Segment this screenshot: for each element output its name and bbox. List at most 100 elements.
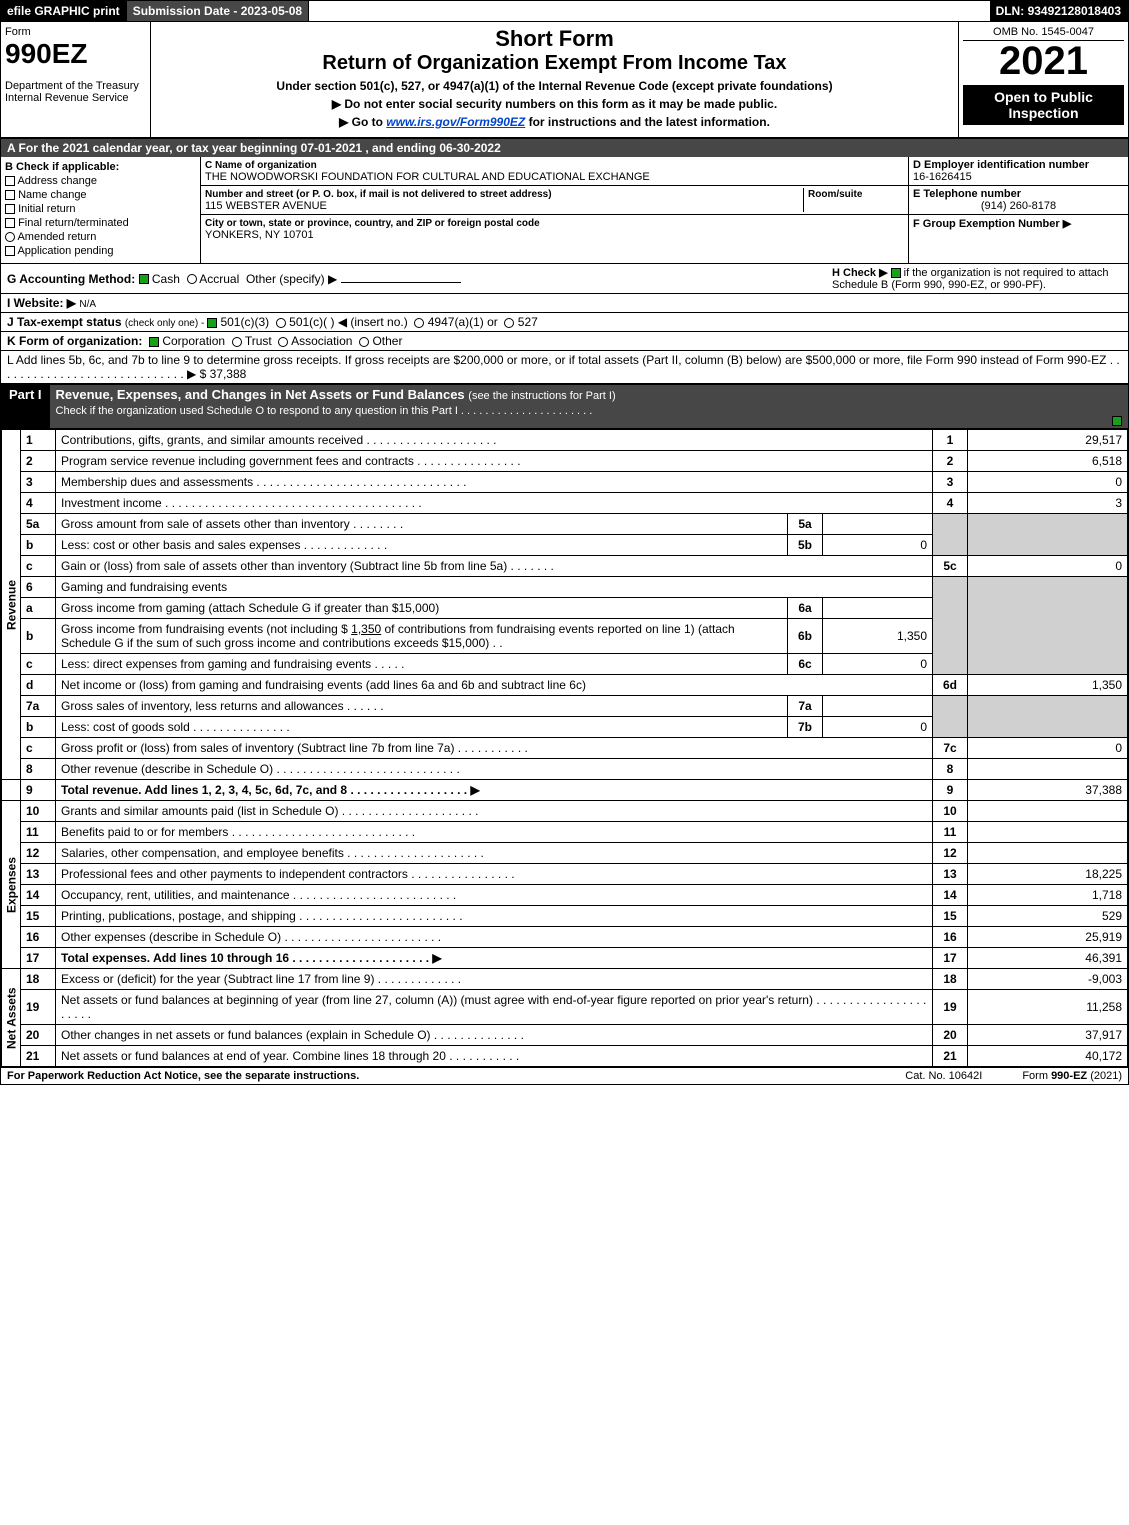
line-19: 19 Net assets or fund balances at beginn… bbox=[2, 990, 1128, 1025]
cb-initial-return-label: Initial return bbox=[18, 203, 75, 215]
line-18-linenum: 18 bbox=[933, 969, 968, 990]
cb-address-change[interactable]: Address change bbox=[5, 175, 196, 187]
line-17-linenum: 17 bbox=[933, 948, 968, 969]
cb-501c3-label: 501(c)(3) bbox=[220, 315, 269, 329]
form-header: Form 990EZ Department of the Treasury In… bbox=[1, 22, 1128, 139]
line-19-linenum: 19 bbox=[933, 990, 968, 1025]
line-16: 16 Other expenses (describe in Schedule … bbox=[2, 927, 1128, 948]
gross-receipts-text: L Add lines 5b, 6c, and 7b to line 9 to … bbox=[7, 353, 1120, 381]
other-specify-label: Other (specify) ▶ bbox=[246, 272, 337, 286]
tax-exempt-label: J Tax-exempt status bbox=[7, 315, 125, 329]
line-10: Expenses 10 Grants and similar amounts p… bbox=[2, 801, 1128, 822]
part1-title-text: Revenue, Expenses, and Changes in Net As… bbox=[56, 387, 469, 402]
line-17-amount: 46,391 bbox=[968, 948, 1128, 969]
cb-final-return[interactable]: Final return/terminated bbox=[5, 217, 196, 229]
line-6-num: 6 bbox=[21, 577, 56, 598]
cb-cash[interactable] bbox=[139, 274, 149, 284]
header-right: OMB No. 1545-0047 2021 Open to Public In… bbox=[958, 22, 1128, 137]
line-6b-num: b bbox=[21, 619, 56, 654]
line-13-num: 13 bbox=[21, 864, 56, 885]
room-label: Room/suite bbox=[808, 189, 862, 200]
line-11-amount bbox=[968, 822, 1128, 843]
section-k: K Form of organization: Corporation Trus… bbox=[1, 332, 1128, 351]
line-4-num: 4 bbox=[21, 493, 56, 514]
line-18-desc: Excess or (deficit) for the year (Subtra… bbox=[56, 969, 933, 990]
line-6: 6 Gaming and fundraising events bbox=[2, 577, 1128, 598]
line-1-num: 1 bbox=[21, 430, 56, 451]
street-address: 115 WEBSTER AVENUE bbox=[205, 200, 327, 212]
line-6a-innum: 6a bbox=[788, 598, 823, 619]
city-row: City or town, state or province, country… bbox=[201, 215, 908, 243]
rb-association[interactable] bbox=[278, 337, 288, 347]
cb-final-return-label: Final return/terminated bbox=[18, 217, 129, 229]
irs-link[interactable]: www.irs.gov/Form990EZ bbox=[386, 115, 525, 129]
line-6b-contrib-amt: 1,350 bbox=[351, 622, 381, 636]
line-5c-desc: Gain or (loss) from sale of assets other… bbox=[56, 556, 933, 577]
line-14-linenum: 14 bbox=[933, 885, 968, 906]
sub3-suffix: for instructions and the latest informat… bbox=[525, 115, 770, 129]
cb-schedule-o-used[interactable] bbox=[1112, 416, 1122, 426]
line-10-desc: Grants and similar amounts paid (list in… bbox=[56, 801, 933, 822]
line-17-num: 17 bbox=[21, 948, 56, 969]
line-9-desc: Total revenue. Add lines 1, 2, 3, 4, 5c,… bbox=[56, 780, 933, 801]
revenue-sidebar: Revenue bbox=[2, 430, 21, 780]
part1-title: Revenue, Expenses, and Changes in Net As… bbox=[50, 385, 1128, 428]
section-i: I Website: ▶ N/A bbox=[1, 294, 1128, 313]
line-9-linenum: 9 bbox=[933, 780, 968, 801]
line-7a: 7a Gross sales of inventory, less return… bbox=[2, 696, 1128, 717]
form-subtitle-2: ▶ Do not enter social security numbers o… bbox=[159, 97, 950, 111]
line-21-linenum: 21 bbox=[933, 1046, 968, 1067]
street-label: Number and street (or P. O. box, if mail… bbox=[205, 189, 552, 200]
line-5b-num: b bbox=[21, 535, 56, 556]
line-11-linenum: 11 bbox=[933, 822, 968, 843]
form-ref-prefix: Form bbox=[1022, 1070, 1051, 1082]
line-7ab-grey bbox=[933, 696, 968, 738]
rb-accrual[interactable] bbox=[187, 274, 197, 284]
line-8-num: 8 bbox=[21, 759, 56, 780]
line-9-side bbox=[2, 780, 21, 801]
rb-527-label: 527 bbox=[518, 315, 538, 329]
phone-value: (914) 260-8178 bbox=[913, 200, 1124, 212]
cb-amended-return[interactable]: Amended return bbox=[5, 231, 196, 243]
line-8: 8 Other revenue (describe in Schedule O)… bbox=[2, 759, 1128, 780]
form-number: 990EZ bbox=[5, 38, 146, 70]
street-row: Number and street (or P. O. box, if mail… bbox=[201, 186, 908, 215]
line-5a-innum: 5a bbox=[788, 514, 823, 535]
rb-4947[interactable] bbox=[414, 318, 424, 328]
line-5ab-grey-amt bbox=[968, 514, 1128, 556]
line-7b-inval: 0 bbox=[823, 717, 933, 738]
line-4: 4 Investment income . . . . . . . . . . … bbox=[2, 493, 1128, 514]
line-6a-num: a bbox=[21, 598, 56, 619]
dln-label: DLN: bbox=[996, 4, 1028, 18]
line-5c: c Gain or (loss) from sale of assets oth… bbox=[2, 556, 1128, 577]
line-21: 21 Net assets or fund balances at end of… bbox=[2, 1046, 1128, 1067]
line-6c-inval: 0 bbox=[823, 654, 933, 675]
sub3-prefix: ▶ Go to bbox=[339, 115, 386, 129]
other-specify-input[interactable] bbox=[341, 282, 461, 283]
line-5a: 5a Gross amount from sale of assets othe… bbox=[2, 514, 1128, 535]
paperwork-notice: For Paperwork Reduction Act Notice, see … bbox=[7, 1070, 905, 1082]
cb-application-pending[interactable]: Application pending bbox=[5, 245, 196, 257]
expenses-sidebar: Expenses bbox=[2, 801, 21, 969]
cb-cash-label: Cash bbox=[152, 272, 180, 286]
city-label: City or town, state or province, country… bbox=[205, 218, 540, 229]
section-b: B Check if applicable: Address change Na… bbox=[1, 157, 201, 263]
website-label: I Website: ▶ bbox=[7, 296, 76, 310]
cb-corporation[interactable] bbox=[149, 337, 159, 347]
rb-527[interactable] bbox=[504, 318, 514, 328]
org-name-label: C Name of organization bbox=[205, 160, 317, 171]
line-9-amount: 37,388 bbox=[968, 780, 1128, 801]
cb-501c3[interactable] bbox=[207, 318, 217, 328]
section-c: C Name of organization THE NOWODWORSKI F… bbox=[201, 157, 908, 263]
form-ref: Form 990-EZ (2021) bbox=[1022, 1070, 1122, 1082]
rb-other-org[interactable] bbox=[359, 337, 369, 347]
cb-initial-return[interactable]: Initial return bbox=[5, 203, 196, 215]
form-ref-form: 990-EZ bbox=[1051, 1070, 1087, 1082]
cb-schedule-b-not-required[interactable] bbox=[891, 268, 901, 278]
cb-name-change[interactable]: Name change bbox=[5, 189, 196, 201]
rb-trust[interactable] bbox=[232, 337, 242, 347]
rb-501c[interactable] bbox=[276, 318, 286, 328]
line-8-amount bbox=[968, 759, 1128, 780]
line-7c-desc: Gross profit or (loss) from sales of inv… bbox=[56, 738, 933, 759]
line-7a-inval bbox=[823, 696, 933, 717]
